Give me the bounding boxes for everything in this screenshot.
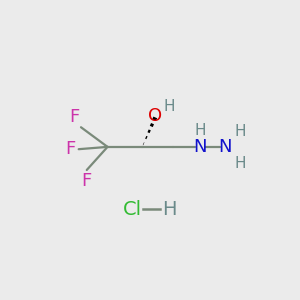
Text: H: H <box>162 200 176 219</box>
Text: N: N <box>193 138 207 156</box>
Text: Cl: Cl <box>123 200 142 219</box>
Text: H: H <box>163 99 175 114</box>
Text: N: N <box>219 138 232 156</box>
Text: H: H <box>234 156 246 171</box>
Text: H: H <box>194 123 206 138</box>
Text: F: F <box>70 108 80 126</box>
Text: F: F <box>82 172 92 190</box>
Text: H: H <box>234 124 246 140</box>
Text: F: F <box>65 140 75 158</box>
Text: O: O <box>148 107 162 125</box>
